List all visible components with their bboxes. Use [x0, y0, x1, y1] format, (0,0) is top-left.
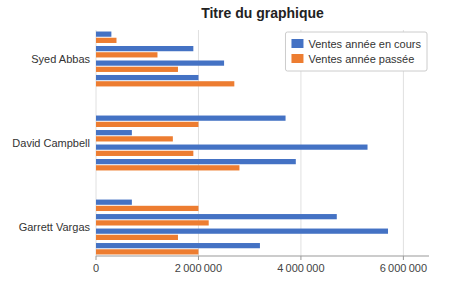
bar — [96, 67, 178, 72]
category-label: Garrett Vargas — [19, 221, 91, 233]
bar — [96, 206, 198, 211]
bar — [96, 38, 116, 43]
legend-swatch — [291, 39, 303, 48]
bar — [96, 159, 296, 164]
tick-label: 6 000 000 — [380, 262, 427, 274]
tick-label: 2 000 000 — [175, 262, 222, 274]
bar — [96, 220, 209, 225]
legend-label: Ventes année passée — [308, 53, 414, 65]
bar — [96, 46, 193, 51]
category-label: David Campbell — [12, 137, 90, 149]
tick-mark — [198, 256, 199, 260]
x-axis: 0 2 000 000 4 000 000 6 000 000 — [93, 256, 429, 274]
bar — [96, 60, 224, 65]
bar — [96, 243, 260, 248]
legend-box — [285, 32, 427, 71]
bar — [96, 116, 286, 121]
category-label: Syed Abbas — [31, 53, 90, 65]
tick-label: 0 — [93, 262, 99, 274]
tick-mark — [403, 256, 404, 260]
bar — [96, 165, 239, 170]
legend: Ventes année en cours Ventes année passée — [285, 32, 427, 71]
bar — [96, 52, 157, 57]
bar — [96, 249, 198, 254]
bar — [96, 136, 173, 141]
bar — [96, 81, 234, 86]
tick-mark — [96, 256, 97, 260]
legend-swatch — [291, 54, 303, 63]
tick-label: 4 000 000 — [277, 262, 324, 274]
bar — [96, 122, 198, 127]
title: Titre du graphique — [201, 5, 324, 21]
bar — [96, 200, 132, 205]
y-axis: Syed Abbas David Campbell Garrett Vargas — [12, 53, 90, 233]
bar — [96, 145, 368, 150]
axis-line — [96, 256, 429, 257]
bar — [96, 214, 337, 219]
bar — [96, 130, 132, 135]
tick-mark — [300, 256, 301, 260]
bar — [96, 151, 193, 156]
chart: Titre du graphique 0 2 000 000 4 000 000 6 0… — [0, 0, 449, 282]
legend-label: Ventes année en cours — [308, 38, 421, 50]
bar — [96, 229, 388, 234]
bar — [96, 32, 111, 37]
bar — [96, 235, 178, 240]
bar — [96, 75, 198, 80]
